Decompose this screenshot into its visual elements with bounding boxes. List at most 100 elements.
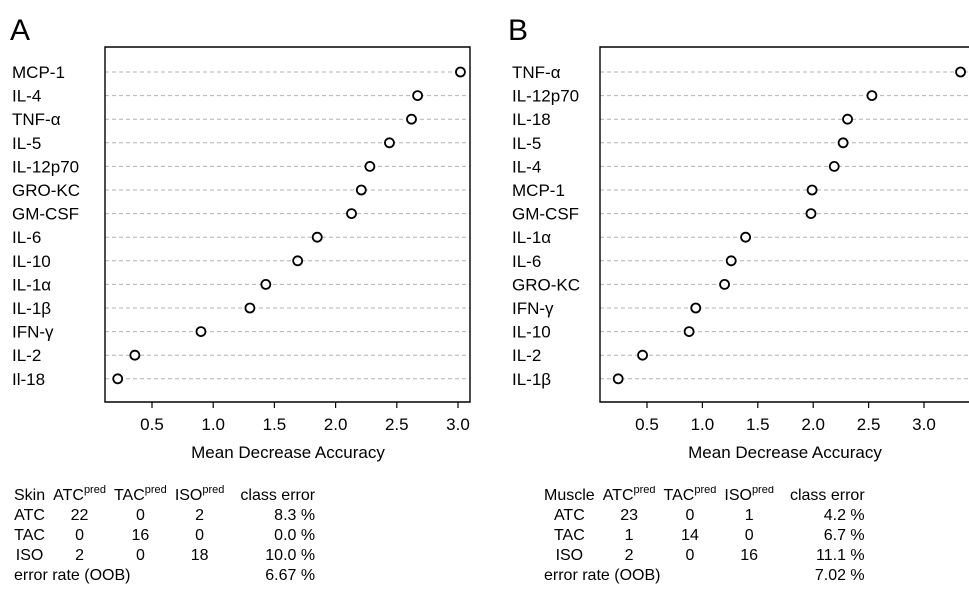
category-label: IFN-γ [512, 299, 554, 318]
category-label: IL-12p70 [512, 87, 579, 106]
col-header: ISOpred [720, 486, 778, 506]
category-label: IL-1β [512, 370, 551, 389]
category-label: IL-6 [512, 252, 541, 271]
data-point [406, 113, 417, 125]
category-label: TNF-α [512, 63, 561, 82]
col-label: TAC [663, 487, 695, 504]
x-axis-label: Mean Decrease Accuracy [688, 443, 882, 462]
col-sup: pred [751, 486, 774, 496]
oob-label: error rate (OOB) [544, 567, 661, 584]
table-row: ISO 2 0 16 11.1 % [540, 546, 869, 566]
category-label: IL-1α [12, 275, 51, 294]
tick-label: 3.0 [912, 415, 936, 434]
data-point [805, 208, 817, 220]
table-header-row: Skin ATCpred TACpred ISOpred class error [10, 484, 319, 506]
tick-label: 2.0 [801, 415, 825, 434]
data-point [195, 326, 207, 338]
table-title: Skin [14, 487, 46, 504]
col-header: ATCpred [599, 486, 660, 506]
confusion-table-muscle: Muscle ATCpred TACpred ISOpred class err… [540, 486, 869, 586]
col-label: ATC [602, 487, 634, 504]
category-label: GM-CSF [512, 205, 579, 224]
row-label: ATC [553, 507, 585, 524]
col-label: ATC [53, 487, 84, 504]
plot-frame [599, 46, 969, 403]
data-point [384, 137, 395, 149]
category-label: IL-4 [12, 87, 41, 106]
class-error-header: class error [240, 487, 316, 504]
data-point [412, 90, 424, 101]
class-error: 8.3 % [274, 507, 316, 524]
table-row: ATC 22 0 2 8.3 % [10, 506, 319, 526]
tick-label: 0.5 [635, 415, 659, 434]
class-error-header: class error [789, 487, 865, 504]
table-row: ATC 23 0 1 4.2 % [540, 506, 869, 526]
class-error: 11.1 % [816, 547, 865, 564]
col-sup: pred [202, 484, 225, 496]
category-label: IL-5 [512, 134, 541, 153]
row-label: ISO [15, 547, 44, 564]
data-point [828, 160, 840, 172]
class-error: 10.0 % [265, 547, 316, 564]
col-header: ISOpred [171, 484, 229, 506]
tick-label: 1.0 [201, 415, 225, 434]
confusion-table-muscle-wrap: Muscle ATCpred TACpred ISOpred class err… [540, 486, 969, 606]
data-point [637, 349, 648, 361]
category-label: GRO-KC [12, 181, 80, 200]
category-label: IL-5 [12, 134, 41, 153]
cell: 0 [744, 527, 754, 544]
cell: 16 [740, 547, 759, 564]
panel-letter-a: A [10, 14, 30, 47]
oob-value: 6.67 % [265, 567, 316, 584]
category-label: IL-12p70 [12, 157, 79, 176]
table-row: TAC 1 14 0 6.7 % [540, 526, 869, 546]
row-label: ISO [555, 547, 584, 564]
oob-value: 7.02 % [814, 567, 865, 584]
confusion-table-skin: Skin ATCpred TACpred ISOpred class error… [10, 484, 319, 586]
category-label: IL-1α [512, 228, 551, 247]
tick-label: 1.5 [746, 415, 770, 434]
category-label: IL-4 [512, 157, 541, 176]
data-point [725, 255, 737, 267]
tick-label: 2.5 [385, 415, 409, 434]
cell: 0 [135, 547, 145, 564]
table-header-row: Muscle ATCpred TACpred ISOpred class err… [540, 486, 869, 506]
category-label: IL-1β [12, 299, 51, 318]
cell: 1 [624, 527, 634, 544]
category-label: MCP-1 [512, 181, 565, 200]
oob-label: error rate (OOB) [14, 567, 131, 584]
tick-label: 1.5 [263, 415, 287, 434]
data-point [129, 349, 141, 361]
category-label: GRO-KC [512, 275, 580, 294]
tick-label: 2.5 [857, 415, 881, 434]
col-sup: pred [694, 486, 717, 496]
category-label: IL-18 [512, 110, 551, 129]
class-error: 0.0 % [274, 527, 316, 544]
data-point [244, 302, 256, 314]
cell: 2 [624, 547, 634, 564]
data-point [292, 255, 304, 267]
category-label: IL-2 [12, 346, 41, 365]
x-axis-label: Mean Decrease Accuracy [191, 443, 385, 462]
data-point [355, 184, 367, 196]
cell: 23 [620, 507, 638, 524]
data-point [955, 66, 966, 78]
cell: 0 [685, 547, 695, 564]
data-point [612, 373, 624, 385]
col-header: TACpred [660, 486, 721, 506]
cell: 0 [75, 527, 84, 544]
data-point [311, 231, 323, 243]
row-label: ATC [14, 507, 45, 524]
cell: 2 [195, 507, 205, 524]
class-error: 6.7 % [823, 527, 865, 544]
data-point [112, 373, 124, 385]
cell: 1 [744, 507, 754, 524]
data-point [866, 90, 878, 101]
data-point [740, 231, 752, 243]
table-title: Muscle [544, 487, 595, 504]
data-point [260, 278, 272, 290]
category-label: Il-18 [12, 370, 45, 389]
data-point [346, 208, 357, 220]
tick-label: 0.5 [140, 415, 164, 434]
